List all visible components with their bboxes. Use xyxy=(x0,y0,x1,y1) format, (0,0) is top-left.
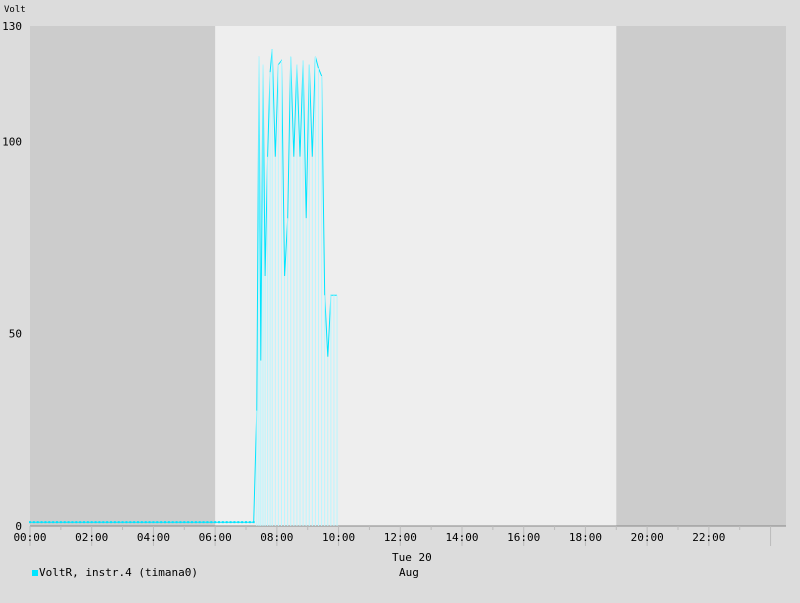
baseline-point xyxy=(237,521,240,524)
baseline-point xyxy=(167,521,170,524)
baseline-point xyxy=(179,521,182,524)
y-tick-label: 0 xyxy=(15,520,22,533)
night-band xyxy=(616,26,786,526)
legend-swatch xyxy=(32,569,38,576)
baseline-point xyxy=(241,521,244,524)
baseline-point xyxy=(225,521,228,524)
baseline-point xyxy=(245,521,247,524)
baseline-point xyxy=(183,521,186,524)
baseline-point xyxy=(110,521,112,524)
y-tick-label: 50 xyxy=(9,328,22,341)
baseline-point xyxy=(63,521,66,524)
baseline-point xyxy=(102,521,105,524)
x-tick-label: 00:00 xyxy=(13,531,46,544)
x-axis: 00:00 02:00 04:00 06:00 08:00 10:00 12:00 14:00… xyxy=(13,526,772,546)
x-tick-label: 20:00 xyxy=(631,531,664,544)
x-tick-label: 12:00 xyxy=(384,531,417,544)
baseline-point xyxy=(133,521,136,524)
baseline-point xyxy=(160,521,163,524)
y-tick-label: 100 xyxy=(2,135,22,148)
legend: VoltR, instr.4 (timana0) xyxy=(32,566,198,579)
baseline-point xyxy=(48,521,51,524)
baseline-point xyxy=(233,521,236,524)
baseline-point xyxy=(106,521,109,524)
baseline-point xyxy=(125,521,128,524)
baseline-point xyxy=(229,521,232,524)
baseline-point xyxy=(137,521,139,524)
baseline-point xyxy=(221,521,224,524)
baseline-point xyxy=(83,521,85,524)
x-tick-label: 14:00 xyxy=(445,531,478,544)
baseline-point xyxy=(164,521,166,524)
baseline-point xyxy=(148,521,151,524)
plot-background xyxy=(30,26,786,526)
baseline-point xyxy=(52,521,55,524)
date-label-month: Aug xyxy=(399,566,419,579)
y-tick-label: 130 xyxy=(2,20,22,33)
baseline-point xyxy=(90,521,93,524)
baseline-point xyxy=(191,521,193,524)
baseline-point xyxy=(252,521,255,524)
baseline-point xyxy=(187,521,190,524)
baseline-point xyxy=(94,521,97,524)
baseline-point xyxy=(40,521,43,524)
baseline-point xyxy=(194,521,197,524)
baseline-point xyxy=(140,521,143,524)
legend-label: VoltR, instr.4 (timana0) xyxy=(39,566,198,579)
night-band xyxy=(30,26,216,526)
baseline-point xyxy=(67,521,70,524)
x-tick-label: 22:00 xyxy=(692,531,725,544)
baseline-point xyxy=(79,521,82,524)
baseline-point xyxy=(248,521,251,524)
x-tick-label: 16:00 xyxy=(507,531,540,544)
date-label-day: Tue 20 xyxy=(392,551,432,564)
baseline-point xyxy=(36,521,39,524)
baseline-point xyxy=(202,521,205,524)
baseline-point xyxy=(59,521,62,524)
baseline-point xyxy=(156,521,159,524)
baseline-point xyxy=(121,521,124,524)
baseline-point xyxy=(218,521,220,524)
baseline-point xyxy=(210,521,213,524)
x-tick-label: 18:00 xyxy=(569,531,602,544)
x-tick-label: 04:00 xyxy=(137,531,170,544)
x-tick-label: 08:00 xyxy=(260,531,293,544)
baseline-point xyxy=(32,521,35,524)
baseline-point xyxy=(75,521,78,524)
baseline-point xyxy=(171,521,174,524)
baseline-point xyxy=(129,521,132,524)
x-tick-label: 06:00 xyxy=(199,531,232,544)
baseline-point xyxy=(71,521,74,524)
x-tick-label: 02:00 xyxy=(75,531,108,544)
baseline-point xyxy=(56,521,58,524)
baseline-point xyxy=(175,521,178,524)
baseline-point xyxy=(206,521,209,524)
baseline-point xyxy=(198,521,201,524)
baseline-point xyxy=(29,521,31,524)
x-tick-label: 10:00 xyxy=(322,531,355,544)
baseline-point xyxy=(117,521,120,524)
series-line xyxy=(29,49,338,526)
baseline-point xyxy=(152,521,155,524)
baseline-point xyxy=(98,521,101,524)
baseline-point xyxy=(214,521,217,524)
y-axis: 0 50 100 130 xyxy=(2,20,22,533)
baseline-point xyxy=(86,521,89,524)
baseline-point xyxy=(144,521,147,524)
baseline-point xyxy=(113,521,116,524)
baseline-point xyxy=(44,521,47,524)
y-axis-label: Volt xyxy=(4,5,26,15)
